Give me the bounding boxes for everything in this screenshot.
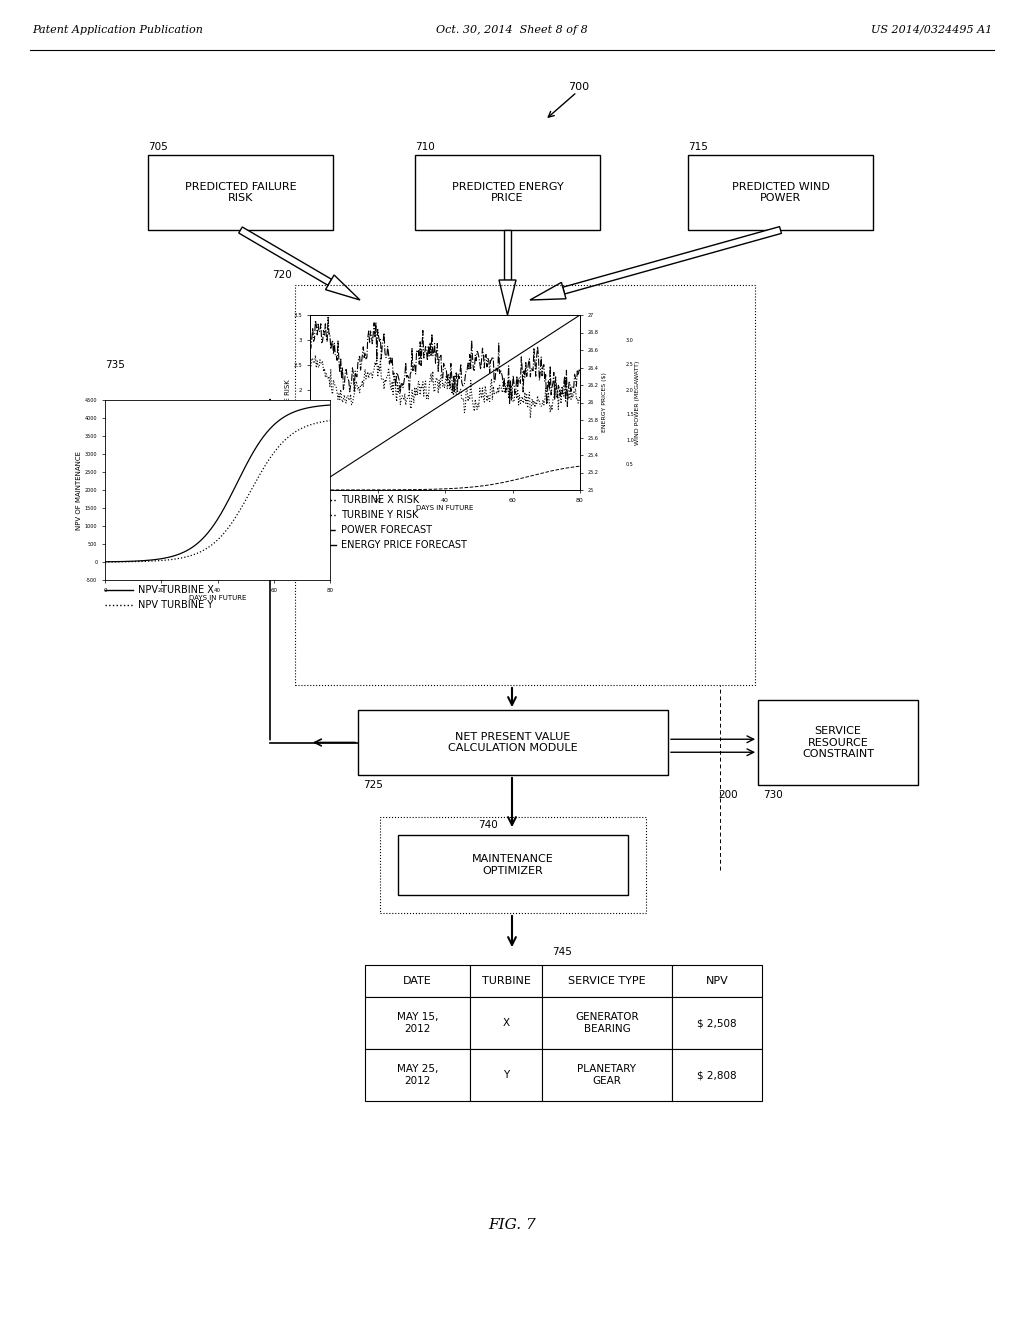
Text: Patent Application Publication: Patent Application Publication (32, 25, 203, 36)
Text: 2.5: 2.5 (626, 363, 634, 367)
Bar (365, 1049, 470, 1101)
Polygon shape (499, 280, 516, 315)
Text: 720: 720 (272, 271, 292, 280)
Text: 2.0: 2.0 (626, 388, 634, 392)
Text: 725: 725 (362, 780, 383, 789)
Text: 705: 705 (148, 143, 168, 152)
Text: 715: 715 (688, 143, 708, 152)
Text: X: X (503, 1018, 510, 1028)
Text: POWER FORECAST: POWER FORECAST (341, 525, 432, 535)
Polygon shape (563, 227, 781, 294)
Text: 710: 710 (415, 143, 435, 152)
Bar (365, 997, 470, 1049)
Bar (672, 997, 762, 1049)
Bar (542, 965, 672, 997)
Bar (398, 836, 628, 895)
Text: GENERATOR
BEARING: GENERATOR BEARING (575, 1012, 639, 1034)
Bar (380, 817, 646, 913)
Text: 1.0: 1.0 (626, 437, 634, 442)
Text: Oct. 30, 2014  Sheet 8 of 8: Oct. 30, 2014 Sheet 8 of 8 (436, 25, 588, 36)
Polygon shape (239, 227, 332, 285)
Text: $ 2,508: $ 2,508 (697, 1018, 737, 1028)
Text: MAINTENANCE
OPTIMIZER: MAINTENANCE OPTIMIZER (472, 854, 554, 875)
Bar (758, 700, 918, 785)
Text: NPV TURBINE X: NPV TURBINE X (138, 585, 214, 595)
Text: 3.0: 3.0 (626, 338, 634, 342)
Text: NET PRESENT VALUE
CALCULATION MODULE: NET PRESENT VALUE CALCULATION MODULE (449, 731, 578, 754)
Bar (542, 1049, 672, 1101)
Text: ENERGY PRICES ($): ENERGY PRICES ($) (602, 372, 607, 433)
Bar (148, 154, 333, 230)
Text: PLANETARY
GEAR: PLANETARY GEAR (578, 1064, 637, 1086)
Text: 1.5: 1.5 (626, 412, 634, 417)
Text: 700: 700 (568, 82, 589, 92)
Text: 0.5: 0.5 (626, 462, 634, 467)
Y-axis label: NPV OF MAINTENANCE: NPV OF MAINTENANCE (76, 450, 82, 529)
Y-axis label: FAILURE RISK: FAILURE RISK (285, 380, 291, 425)
Polygon shape (504, 230, 511, 280)
Text: SERVICE TYPE: SERVICE TYPE (568, 975, 646, 986)
X-axis label: DAYS IN FUTURE: DAYS IN FUTURE (188, 595, 246, 602)
Text: Y: Y (503, 1071, 509, 1080)
Text: MAY 15,
2012: MAY 15, 2012 (397, 1012, 438, 1034)
Text: 745: 745 (552, 946, 571, 957)
Text: 735: 735 (105, 360, 125, 370)
Bar (358, 710, 668, 775)
Text: PREDICTED WIND
POWER: PREDICTED WIND POWER (731, 182, 829, 203)
Text: NPV: NPV (706, 975, 728, 986)
Text: SERVICE
RESOURCE
CONSTRAINT: SERVICE RESOURCE CONSTRAINT (802, 726, 874, 759)
Text: PREDICTED FAILURE
RISK: PREDICTED FAILURE RISK (184, 182, 296, 203)
Text: MAY 25,
2012: MAY 25, 2012 (397, 1064, 438, 1086)
Text: TURBINE: TURBINE (481, 975, 530, 986)
Text: $ 2,808: $ 2,808 (697, 1071, 737, 1080)
Polygon shape (530, 282, 566, 300)
Bar (542, 997, 672, 1049)
Bar (688, 154, 873, 230)
Text: 200: 200 (718, 789, 737, 800)
Text: US 2014/0324495 A1: US 2014/0324495 A1 (870, 25, 992, 36)
Text: FIG. 7: FIG. 7 (488, 1218, 536, 1232)
Text: TURBINE X RISK: TURBINE X RISK (341, 495, 419, 506)
Bar (415, 154, 600, 230)
Bar (470, 997, 542, 1049)
Polygon shape (326, 275, 360, 300)
Bar (365, 965, 470, 997)
Text: PREDICTED ENERGY
PRICE: PREDICTED ENERGY PRICE (452, 182, 563, 203)
Bar (672, 965, 762, 997)
Text: 730: 730 (763, 789, 782, 800)
Text: 740: 740 (478, 820, 498, 830)
Text: ENERGY PRICE FORECAST: ENERGY PRICE FORECAST (341, 540, 467, 550)
Bar (470, 965, 542, 997)
Text: WIND POWER (MEGAWATT): WIND POWER (MEGAWATT) (635, 360, 640, 445)
Text: TURBINE Y RISK: TURBINE Y RISK (341, 510, 419, 520)
Bar (295, 285, 755, 685)
X-axis label: DAYS IN FUTURE: DAYS IN FUTURE (417, 506, 474, 511)
Text: NPV TURBINE Y: NPV TURBINE Y (138, 601, 213, 610)
Text: DATE: DATE (403, 975, 432, 986)
Bar (470, 1049, 542, 1101)
Bar (672, 1049, 762, 1101)
